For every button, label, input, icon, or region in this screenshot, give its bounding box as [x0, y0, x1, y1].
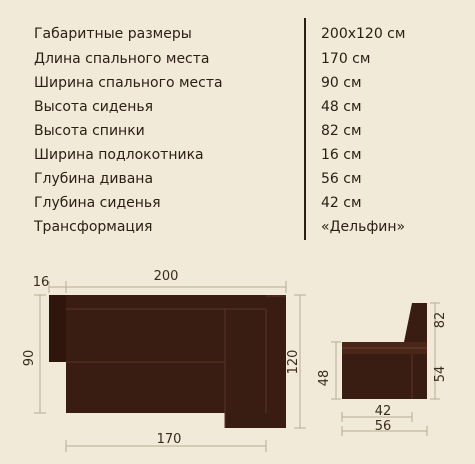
dimension-side-back-height: 82: [430, 302, 448, 342]
top-width-label: 200: [154, 269, 179, 284]
right-height-label: 120: [286, 350, 301, 375]
side-seat-right-label: 54: [433, 366, 448, 383]
armrest-width-label: 16: [33, 275, 50, 290]
spec-value: «Дельфин»: [321, 219, 406, 235]
spec-row: Глубина дивана 56 см: [0, 167, 475, 191]
side-back-height-label: 82: [433, 312, 448, 329]
column-divider: [304, 18, 306, 240]
spec-row: Глубина сиденья 42 см: [0, 191, 475, 215]
dimension-top-width: 200 16: [33, 269, 287, 293]
spec-value: 56 см: [321, 171, 362, 187]
spec-label: Длина спального места: [34, 51, 210, 67]
sofa-side-view: [342, 303, 427, 399]
spec-label: Глубина дивана: [34, 171, 154, 187]
spec-row: Длина спального места 170 см: [0, 47, 475, 71]
dimension-side-total-depth: 56: [341, 419, 428, 436]
spec-label: Высота спинки: [34, 123, 145, 139]
spec-value: 16 см: [321, 147, 362, 163]
side-backrest: [404, 303, 427, 342]
spec-row: Ширина подлокотника 16 см: [0, 143, 475, 167]
spec-value: 170 см: [321, 51, 371, 67]
spec-row: Габаритные размеры 200x120 см: [0, 22, 475, 46]
dimension-right-height: 120: [286, 294, 306, 429]
spec-label: Трансформация: [34, 219, 153, 235]
specifications-table: Габаритные размеры 200x120 см Длина спал…: [0, 18, 475, 240]
spec-row: Ширина спального места 90 см: [0, 71, 475, 95]
side-base: [342, 354, 427, 399]
side-seat-height-label: 48: [317, 370, 332, 387]
spec-value: 90 см: [321, 75, 362, 91]
spec-value: 48 см: [321, 99, 362, 115]
spec-label: Ширина подлокотника: [34, 147, 204, 163]
spec-value: 200x120 см: [321, 26, 406, 42]
spec-label: Глубина сиденья: [34, 195, 161, 211]
sofa-body: [66, 295, 286, 413]
dimension-bottom-length: 170: [65, 432, 267, 452]
spec-value: 82 см: [321, 123, 362, 139]
side-total-depth-label: 56: [375, 419, 392, 434]
sofa-top-view: [49, 295, 286, 428]
dimension-left-height: 90: [22, 294, 46, 414]
dimension-side-seat-height: 48: [317, 341, 341, 400]
bottom-length-label: 170: [157, 432, 182, 447]
spec-label: Высота сиденья: [34, 99, 154, 115]
left-armrest: [49, 295, 66, 362]
spec-row: Высота сиденья 48 см: [0, 95, 475, 119]
side-seat-depth-label: 42: [375, 404, 392, 419]
dimension-side-seat-depth: 42: [341, 404, 413, 422]
left-height-label: 90: [22, 350, 37, 367]
corner-extension: [225, 413, 286, 428]
spec-label: Габаритные размеры: [34, 26, 192, 42]
spec-label: Ширина спального места: [34, 75, 223, 91]
dimension-side-seat-right: 54: [430, 342, 448, 400]
spec-row: Высота спинки 82 см: [0, 119, 475, 143]
spec-row: Трансформация «Дельфин»: [0, 215, 475, 239]
spec-value: 42 см: [321, 195, 362, 211]
